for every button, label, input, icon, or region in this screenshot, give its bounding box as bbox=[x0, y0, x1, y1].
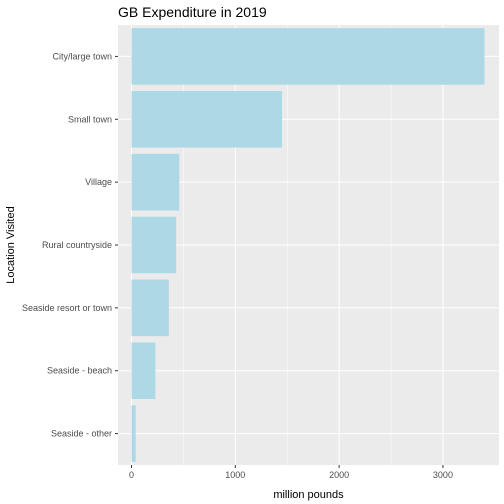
y-tick-label: Seaside resort or town bbox=[22, 303, 112, 313]
x-tick-label: 2000 bbox=[329, 470, 349, 480]
bar bbox=[131, 91, 283, 148]
bar bbox=[131, 28, 485, 85]
x-tick-label: 0 bbox=[129, 470, 134, 480]
chart-title: GB Expenditure in 2019 bbox=[118, 4, 267, 20]
x-tick-label: 3000 bbox=[433, 470, 453, 480]
y-tick-label: Seaside - beach bbox=[47, 366, 112, 376]
x-axis-title: million pounds bbox=[273, 489, 344, 501]
bar bbox=[131, 153, 180, 211]
bars bbox=[131, 28, 485, 462]
y-tick-label: Rural countryside bbox=[42, 240, 112, 250]
bar bbox=[131, 342, 156, 399]
y-tick-label: Village bbox=[85, 177, 112, 187]
bar bbox=[131, 405, 136, 462]
y-tick-label: City/large town bbox=[52, 51, 112, 61]
y-tick-label: Seaside - other bbox=[51, 429, 112, 439]
bar bbox=[131, 279, 169, 337]
y-axis-title: Location Visited bbox=[5, 206, 17, 283]
bar bbox=[131, 216, 177, 274]
x-axis-ticks: 0 1000 2000 3000 bbox=[129, 465, 453, 480]
y-axis-ticks: City/large town Small town Village Rural co… bbox=[22, 51, 118, 439]
x-tick-label: 1000 bbox=[225, 470, 245, 480]
y-tick-label: Small town bbox=[68, 114, 112, 124]
